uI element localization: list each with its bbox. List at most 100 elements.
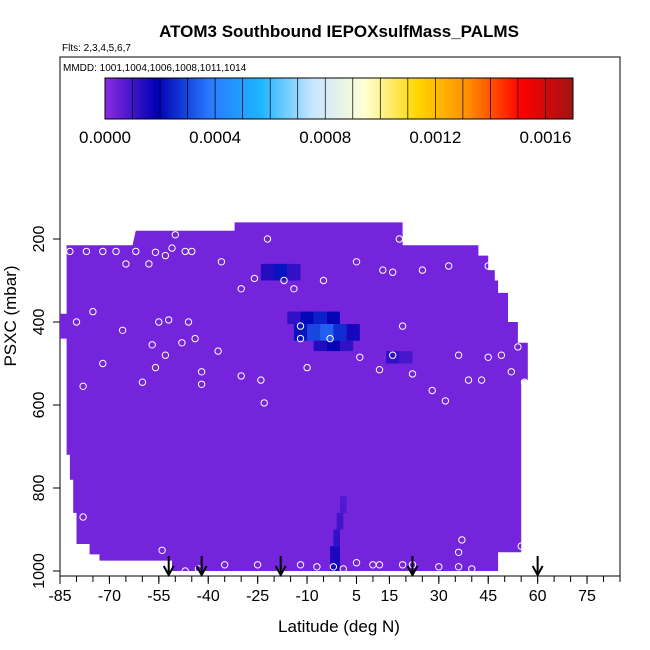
heatmap-cell [293, 324, 308, 341]
x-axis: -85 -70 -55 -40 -25 -10 5 15 30 45 60 75 [48, 576, 621, 605]
x-tick-label: -85 [48, 588, 71, 605]
sample-point [296, 322, 305, 330]
sample-point [398, 322, 407, 330]
sample-point [217, 258, 226, 266]
sample-point [122, 260, 130, 268]
sample-point [468, 565, 476, 573]
sample-point [79, 513, 87, 521]
heatmap-cell [287, 263, 301, 281]
sample-point [514, 343, 522, 351]
y-tick-label: 400 [31, 309, 48, 336]
flight-marker-arrow [162, 556, 175, 578]
sample-point [454, 563, 463, 571]
sample-point [197, 368, 206, 376]
sample-point [454, 548, 463, 556]
heatmap-cell [333, 529, 340, 547]
sample-point [214, 347, 222, 355]
heatmap-cell [330, 546, 340, 571]
sample-point [303, 363, 311, 372]
sample-point [484, 262, 492, 270]
y-tick-label: 800 [31, 475, 48, 502]
heatmap-cell [287, 311, 301, 324]
x-tick-label: -55 [147, 588, 170, 605]
sample-point [319, 276, 328, 285]
sample-point [398, 561, 407, 569]
x-tick-label: -25 [246, 588, 269, 605]
sample-point [148, 341, 156, 349]
sample-point [151, 363, 160, 372]
sample-point [445, 262, 453, 270]
sample-point [99, 359, 107, 368]
sample-point [82, 247, 91, 256]
sample-point [118, 326, 127, 334]
sample-point [161, 251, 170, 260]
heatmap-cell [326, 311, 340, 324]
sample-point [379, 266, 387, 274]
sample-point [435, 563, 443, 571]
sample-point [72, 318, 81, 326]
colorbar-gradient [104, 77, 574, 120]
dates-label: MMDD: 1001,1004,1006,1008,1011,1014 [63, 63, 247, 74]
x-tick-label: -70 [98, 588, 121, 605]
x-tick-label: 45 [479, 588, 497, 605]
sample-point [171, 231, 180, 239]
flights-label: Flts: 2,3,4,5,6,7 [62, 43, 131, 54]
y-tick-label: 200 [31, 226, 48, 253]
sample-point [257, 376, 265, 384]
sample-point [151, 248, 160, 257]
x-tick-label: 5 [352, 588, 361, 605]
sample-point [132, 247, 140, 256]
heatmap-cell [274, 263, 288, 281]
sample-point [191, 334, 199, 343]
y-axis-label: PSXC (mbar) [1, 265, 20, 366]
flight-marker-arrow [195, 556, 208, 578]
sample-point [89, 307, 97, 316]
heatmap-cell [260, 263, 275, 281]
heatmap-cell [300, 311, 314, 324]
sample-point [356, 353, 364, 361]
sample-point [339, 565, 347, 573]
colorbar-tick-label: 0.0008 [299, 128, 351, 147]
sample-point [188, 247, 196, 256]
heatmap-cell [320, 324, 334, 341]
sample-points [66, 231, 529, 575]
sample-point [408, 370, 417, 378]
flight-markers [162, 556, 544, 578]
sample-point [168, 244, 176, 252]
sample-point [184, 318, 193, 326]
sample-point [260, 399, 268, 407]
sample-point [464, 376, 473, 384]
sample-point [484, 353, 492, 361]
sample-point [263, 235, 272, 243]
sample-point [280, 276, 288, 285]
sample-point [296, 561, 305, 569]
sample-point [428, 386, 436, 395]
sample-point [197, 380, 206, 388]
sample-point [296, 334, 305, 343]
sample-point [352, 559, 361, 567]
x-tick-label: -40 [197, 588, 220, 605]
sample-point [458, 536, 466, 544]
sample-point [329, 563, 338, 571]
heatmap-cell [326, 340, 340, 352]
heatmap-cell [340, 340, 354, 352]
heatmap-cell [336, 512, 344, 530]
sample-point [250, 274, 259, 283]
plot-area: MMDD: 1001,1004,1006,1008,1011,1014 0.00… [59, 56, 621, 578]
sample-point [165, 316, 173, 324]
colorbar-tick-label: 0.0012 [409, 128, 461, 147]
sample-point [145, 260, 153, 268]
heatmap-cell [313, 311, 327, 324]
heatmap-cell [313, 340, 327, 352]
sample-point [237, 372, 245, 380]
x-tick-label: 75 [578, 588, 596, 605]
colorbar-tick-label: 0.0000 [79, 128, 131, 147]
colorbar-tick-label: 0.0004 [189, 128, 241, 147]
sample-point [221, 561, 229, 569]
sample-point [79, 382, 87, 390]
sample-point [454, 351, 463, 359]
y-tick-label: 1000 [31, 553, 48, 589]
sample-point [253, 561, 262, 569]
flight-marker-arrow [531, 556, 544, 578]
